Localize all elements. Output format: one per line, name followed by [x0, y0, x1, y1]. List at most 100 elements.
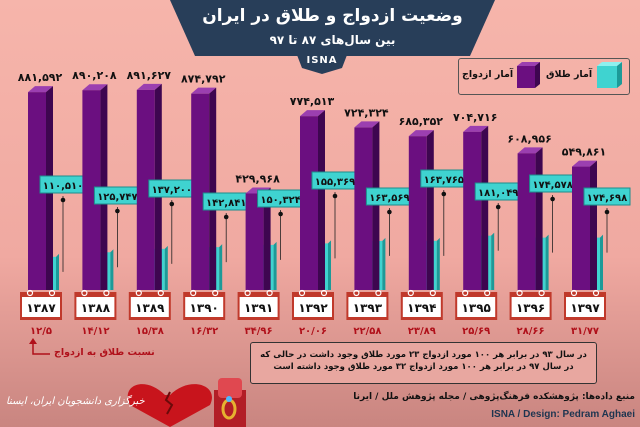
year-label: ۱۳۹۵: [462, 301, 491, 315]
year-label: ۱۳۹۶: [516, 301, 545, 315]
marriage-value-label: ۸۷۴,۷۹۲: [181, 73, 226, 86]
divorce-value-label: ۱۶۳,۷۶۵: [424, 175, 464, 186]
marriage-bar-top: [408, 130, 434, 137]
legend: [458, 58, 630, 95]
calendar-page: [185, 297, 224, 317]
marriage-bar-side: [372, 121, 380, 290]
calendar-ring: [157, 289, 164, 297]
divorce-bar-side: [273, 241, 277, 290]
calendar-ring: [244, 289, 251, 297]
year-label: ۱۳۹۴: [407, 301, 436, 315]
calendar-ring: [516, 289, 523, 297]
note-line-1: در سال ۹۳ در برابر هر ۱۰۰ مورد ازدواج ۲۳…: [260, 350, 587, 360]
calendar-ring: [320, 289, 328, 297]
calendar-ring: [266, 289, 273, 297]
calendar-ring: [462, 289, 469, 297]
divorce-label-dot: [115, 208, 120, 214]
page-title: وضعیت ازدواج و طلاق در ایران: [202, 6, 463, 26]
divorce-bar-side: [600, 234, 603, 290]
marriage-bar: [82, 90, 101, 291]
divorce-value-label: ۱۳۷,۲۰۰: [152, 185, 192, 196]
year-group: ۸۹۱,۶۲۷ ۱۳۷,۲۰۰ ۱۳۸۹ ۱۵/۳۸: [127, 69, 196, 337]
marriage-bar-top: [463, 125, 489, 132]
marriage-value-label: ۷۷۴,۵۱۳: [290, 95, 335, 108]
year-label: ۱۳۹۱: [244, 301, 273, 315]
calendar-ring: [48, 289, 56, 297]
marriage-bar-side: [209, 87, 217, 290]
note-box: در سال ۹۳ در برابر هر ۱۰۰ مورد ازدواج ۲۳…: [250, 342, 597, 384]
marriage-bar: [300, 116, 318, 291]
year-label: ۱۳۸۷: [26, 301, 56, 315]
calendar-ring: [135, 289, 142, 297]
calendar-page: [239, 297, 278, 317]
divorce-bar-side: [56, 253, 59, 290]
ratio-label: ۳۴/۹۶: [245, 326, 273, 337]
divorce-bar-side: [164, 245, 168, 290]
divorce-label-dot: [332, 193, 338, 199]
isna-badge-shape: [297, 55, 347, 74]
marriage-value-label: ۴۲۹,۹۶۸: [235, 172, 280, 185]
isna-badge: ISNA: [306, 55, 338, 66]
ratio-label: ۱۶/۳۲: [190, 326, 218, 337]
marriage-bar: [245, 193, 264, 290]
marriage-bar-side: [318, 110, 325, 291]
calendar-page: [511, 297, 550, 317]
year-group: ۸۸۱,۵۹۲ ۱۱۰,۵۱۰ ۱۳۸۷ ۱۲/۵: [18, 71, 87, 337]
marriage-bar-side: [590, 160, 597, 290]
divorce-label-dot: [604, 209, 610, 215]
marriage-value-label: ۵۴۹,۸۶۱: [562, 146, 606, 159]
marriage-value-label: ۸۹۰,۲۰۸: [72, 69, 117, 82]
calendar-ring: [26, 289, 34, 297]
ratio-label: ۲۰/۰۶: [299, 326, 327, 337]
year-label: ۱۳۸۹: [135, 301, 165, 315]
calendar-ring: [212, 289, 219, 297]
year-group: ۴۲۹,۹۶۸ ۱۵۰,۳۲۴ ۱۳۹۱ ۳۴/۹۶: [235, 172, 305, 337]
ratio-arrow-icon: [29, 338, 50, 355]
marriage-bar-top: [82, 84, 108, 91]
year-label: ۱۳۹۷: [570, 301, 600, 315]
divorce-value-label: ۱۶۳,۵۶۹: [369, 193, 409, 204]
marriage-bar-top: [136, 83, 162, 90]
marriage-bar-top: [354, 121, 380, 128]
calendar-ring: [538, 289, 545, 297]
broken-heart-icon: [127, 384, 212, 427]
year-group: ۶۸۵,۳۵۲ ۱۶۳,۷۶۵ ۱۳۹۴ ۲۳/۸۹: [399, 115, 468, 337]
calendar-ring: [429, 289, 436, 297]
marriage-bar-top: [572, 160, 597, 167]
divorce-bar-side: [328, 240, 331, 290]
marriage-bar-top: [28, 86, 53, 93]
divorce-value-label: ۱۵۰,۳۲۴: [260, 195, 300, 206]
calendar-ring: [190, 289, 197, 297]
divorce-value-label: ۱۱۰,۵۱۰: [43, 181, 83, 192]
note-line-2: در سال ۹۷ در برابر هر ۱۰۰ مورد ازدواج ۳۲…: [273, 362, 574, 372]
year-group: ۷۷۴,۵۱۳ ۱۵۵,۳۶۹ ۱۳۹۲ ۲۰/۰۶: [290, 95, 359, 337]
calendar-ring: [103, 289, 110, 297]
year-group: ۷۰۴,۷۱۶ ۱۸۱,۰۴۹ ۱۳۹۵ ۲۵/۶۹: [453, 111, 522, 337]
agency-logo-text: خبرگزاری دانشجویان ایران، ایسنا: [6, 396, 145, 407]
ratio-label: ۱۴/۱۲: [81, 326, 109, 337]
divorce-value-label: ۱۷۴,۶۹۸: [587, 193, 627, 204]
marriage-bar: [28, 92, 46, 290]
calendar-ring: [298, 289, 306, 297]
marriage-bar-top: [517, 147, 543, 154]
calendar-page: [76, 297, 115, 317]
calendar-ring: [592, 289, 600, 297]
marriage-value-label: ۶۸۵,۳۵۲: [399, 115, 444, 128]
year-group: ۸۷۴,۷۹۲ ۱۴۲,۸۴۱ ۱۳۹۰ ۱۶/۳۲: [181, 73, 250, 337]
marriage-bar: [463, 131, 482, 290]
divorce-bar-side: [436, 237, 440, 290]
design-credit: ISNA / Design: Pedram Aghaei: [491, 409, 635, 420]
divorce-value-label: ۱۴۲,۸۴۱: [206, 198, 246, 209]
year-label: ۱۳۸۸: [81, 301, 111, 315]
legend-divorce-text: آمار طلاق: [546, 69, 593, 80]
marriage-bar-side: [426, 130, 434, 290]
calendar-ring: [570, 289, 578, 297]
divorce-bar-side: [545, 234, 549, 290]
calendar-page: [566, 297, 604, 317]
data-source: منبع داده‌ها: پژوهشکده فرهنگ‌پژوهی / مجل…: [353, 392, 635, 402]
calendar-ring: [407, 289, 414, 297]
year-group: ۸۹۰,۲۰۸ ۱۲۵,۷۴۷ ۱۳۸۸ ۱۴/۱۲: [72, 69, 141, 337]
legend-marriage-swatch: [517, 62, 540, 88]
